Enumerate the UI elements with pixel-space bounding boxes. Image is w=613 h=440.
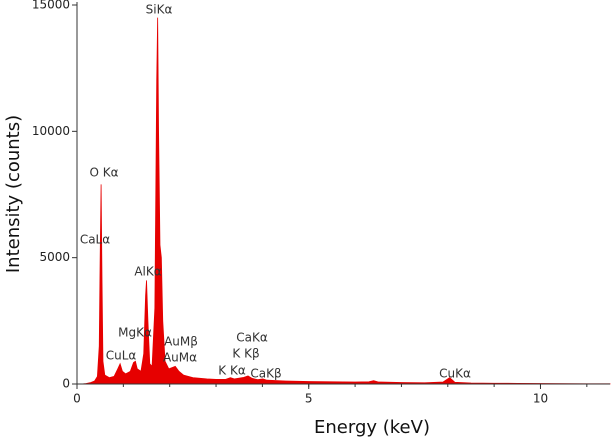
- spectrum-area: [77, 17, 611, 385]
- x-tick-label: 0: [73, 392, 81, 406]
- y-tick-label: 0: [62, 377, 70, 391]
- peak-label: O Kα: [89, 166, 118, 180]
- y-tick-label: 10000: [32, 124, 70, 138]
- peak-label: CaLα: [80, 233, 110, 247]
- peak-label: CaKβ: [250, 367, 281, 381]
- peak-label: CuKα: [439, 367, 471, 381]
- x-tick-label: 5: [305, 392, 313, 406]
- peak-label: AuMα: [163, 351, 197, 365]
- y-axis-label: Intensity (counts): [3, 115, 24, 273]
- x-axis-label: Energy (keV): [314, 417, 430, 438]
- peak-label: SiKα: [146, 3, 173, 17]
- peak-label: K Kα: [218, 364, 246, 378]
- peak-label: AuMβ: [164, 335, 198, 349]
- peak-label: K Kβ: [232, 347, 259, 361]
- peak-label: CuLα: [106, 349, 137, 363]
- y-tick-label: 5000: [39, 250, 70, 264]
- x-tick-label: 10: [533, 392, 548, 406]
- peak-label: AlKα: [134, 265, 161, 279]
- peak-label: MgKα: [118, 326, 152, 340]
- peak-label: CaKα: [236, 331, 268, 345]
- y-tick-label: 15000: [32, 0, 70, 12]
